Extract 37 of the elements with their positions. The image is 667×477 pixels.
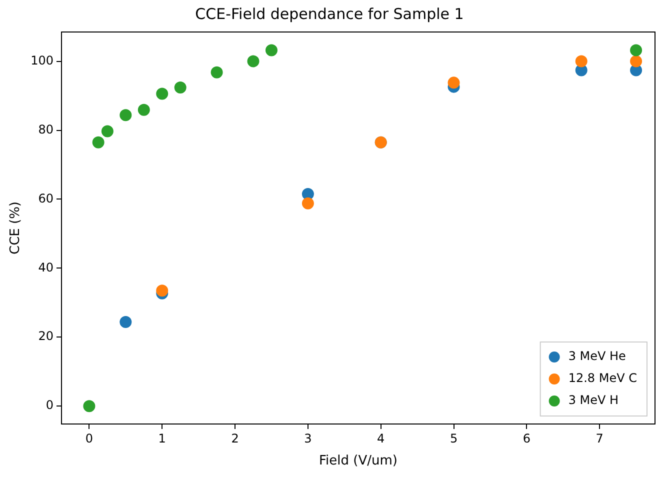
point: [210, 66, 223, 78]
point: [174, 82, 186, 94]
y-axis-title: CCE (%): [8, 202, 24, 254]
y-tick-label: 20: [38, 329, 54, 344]
point: [120, 109, 132, 122]
point: [83, 400, 96, 412]
y-tick-label: 40: [38, 260, 54, 274]
x-tick-label: 5: [450, 431, 458, 446]
point: [448, 76, 460, 89]
y-tick-label: 80: [38, 122, 54, 136]
point: [630, 55, 642, 68]
point: [265, 44, 278, 56]
chart-title: CCE-Field dependance for Sample 1: [195, 4, 464, 23]
point: [92, 136, 104, 148]
legend-label: 12.8 MeV C: [568, 371, 637, 386]
point: [575, 55, 588, 68]
x-tick-label: 6: [522, 431, 530, 446]
point: [138, 104, 150, 116]
x-tick-label: 3: [304, 431, 312, 446]
y-tick-label: 100: [30, 53, 54, 68]
legend-label: 3 MeV He: [568, 349, 626, 364]
point: [156, 88, 168, 100]
point: [156, 284, 168, 297]
x-tick-label: 2: [231, 431, 239, 446]
x-tick-label: 7: [596, 431, 604, 446]
point: [302, 197, 314, 210]
point: [101, 125, 114, 138]
x-tick-label: 4: [377, 431, 385, 446]
point: [630, 44, 642, 56]
x-tick-label: 1: [158, 431, 166, 446]
x-axis-title: Field (V/um): [319, 454, 398, 469]
y-tick-label: 60: [38, 191, 54, 206]
legend-label: 3 MeV H: [568, 393, 619, 408]
y-tick-label: 0: [46, 398, 54, 412]
point: [247, 55, 260, 68]
point: [120, 316, 132, 328]
x-tick-label: 0: [85, 431, 94, 446]
